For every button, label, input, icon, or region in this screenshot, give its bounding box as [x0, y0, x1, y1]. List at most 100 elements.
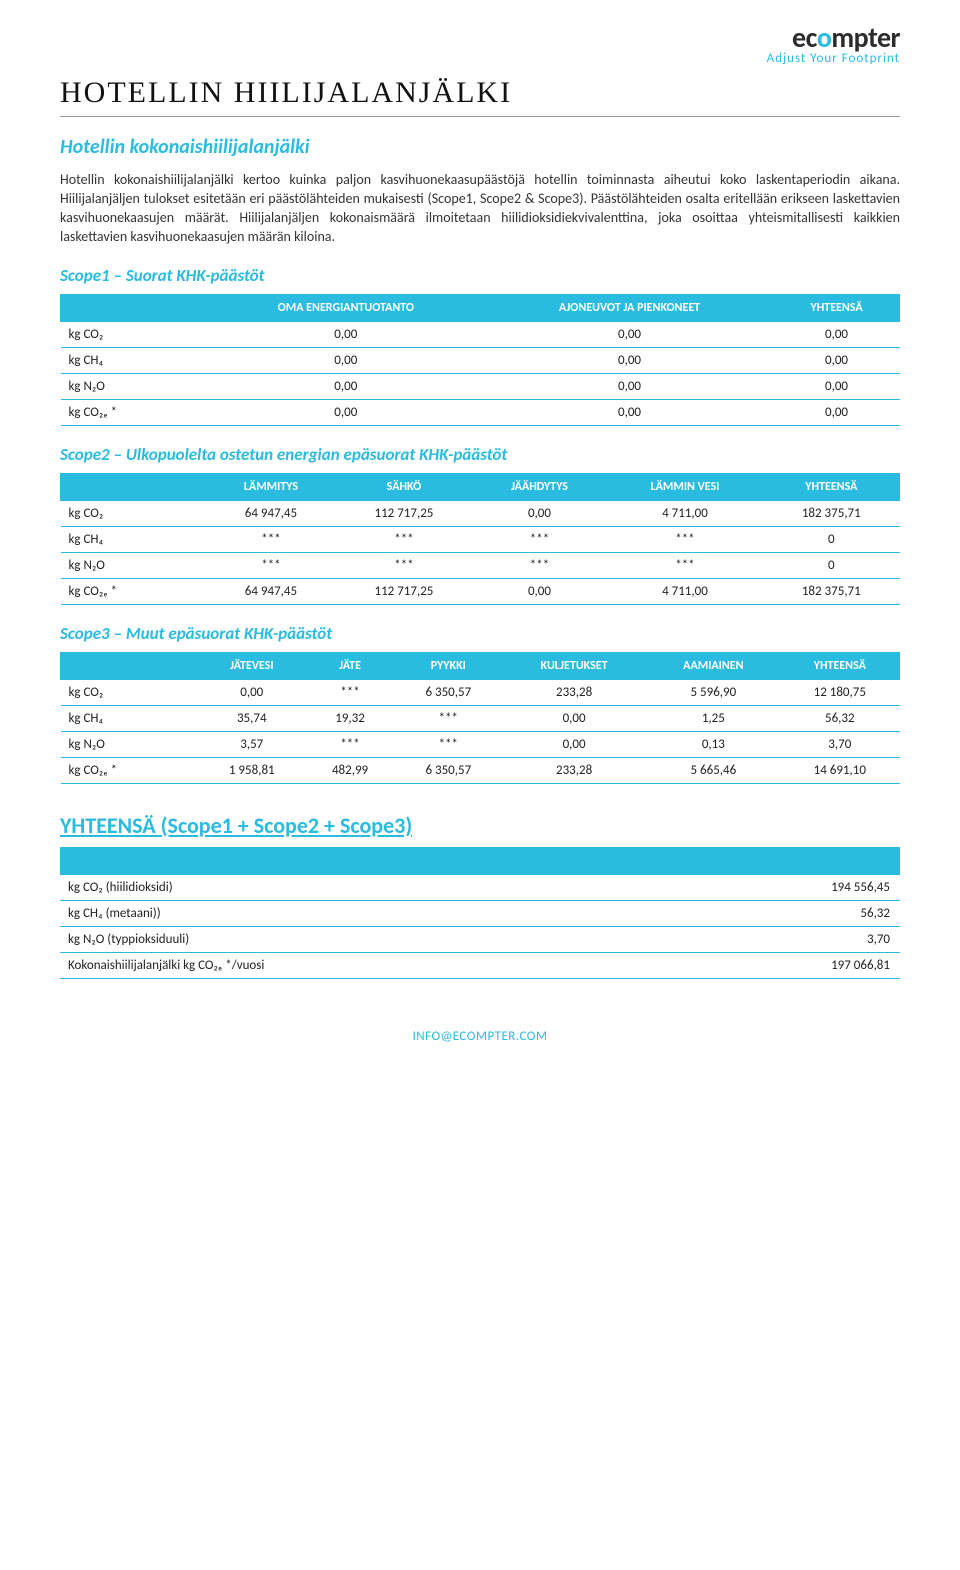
cell: 0,13: [647, 731, 781, 757]
row-label: kg CO₂ (hiilidioksidi): [60, 875, 677, 901]
cell: ***: [472, 526, 607, 552]
column-header: LÄMMITYS: [206, 473, 336, 500]
cell: 64 947,45: [206, 500, 336, 526]
table-row: kg N₂O (typpioksiduuli)3,70: [60, 926, 900, 952]
cell: 112 717,25: [336, 578, 472, 604]
row-label: kg CO₂ₑ *: [61, 399, 207, 425]
column-header: YHTEENSÄ: [780, 652, 899, 679]
totals-heading: YHTEENSÄ (Scope1 + Scope2 + Scope3): [60, 812, 900, 839]
row-label: kg CH₄ (metaani)): [60, 900, 677, 926]
page-title: HOTELLIN HIILIJALANJÄLKI: [60, 76, 900, 117]
column-header: [61, 294, 207, 321]
cell: ***: [206, 526, 336, 552]
scope1-heading: Scope1 – Suorat KHK-päästöt: [60, 265, 900, 286]
cell: 0,00: [485, 373, 773, 399]
cell: 19,32: [305, 705, 395, 731]
cell: 56,32: [780, 705, 899, 731]
cell: ***: [336, 552, 472, 578]
cell: 3,70: [780, 731, 899, 757]
column-header: SÄHKÖ: [336, 473, 472, 500]
column-header: JÄÄHDYTYS: [472, 473, 607, 500]
table-row: kg CH₄************0: [61, 526, 900, 552]
cell: 482,99: [305, 757, 395, 783]
cell: 0: [763, 526, 899, 552]
column-header: OMA ENERGIANTUOTANTO: [206, 294, 485, 321]
cell: 182 375,71: [763, 500, 899, 526]
table-row: kg CO₂ₑ *1 958,81482,996 350,57233,285 6…: [61, 757, 900, 783]
table-row: kg N₂O************0: [61, 552, 900, 578]
row-label: kg CO₂: [61, 500, 207, 526]
table-row: kg CH₄35,7419,32***0,001,2556,32: [61, 705, 900, 731]
row-value: 3,70: [677, 926, 900, 952]
cell: 4 711,00: [607, 500, 763, 526]
row-value: 197 066,81: [677, 952, 900, 978]
cell: 0,00: [206, 399, 485, 425]
cell: 0,00: [774, 373, 900, 399]
row-label: kg CH₄: [61, 705, 199, 731]
cell: 0,00: [199, 679, 305, 705]
scope1-table: OMA ENERGIANTUOTANTOAJONEUVOT JA PIENKON…: [60, 294, 900, 426]
row-label: kg N₂O (typpioksiduuli): [60, 926, 677, 952]
cell: 64 947,45: [206, 578, 336, 604]
table-row: kg CO₂0,000,000,00: [61, 321, 900, 347]
cell: 0,00: [206, 321, 485, 347]
cell: ***: [305, 679, 395, 705]
cell: 233,28: [502, 679, 647, 705]
table-row: kg CO₂ₑ *64 947,45112 717,250,004 711,00…: [61, 578, 900, 604]
cell: 0,00: [472, 500, 607, 526]
table-row: kg CH₄ (metaani))56,32: [60, 900, 900, 926]
cell: ***: [206, 552, 336, 578]
table-row: kg CO₂ (hiilidioksidi)194 556,45: [60, 875, 900, 901]
row-label: kg CO₂: [61, 321, 207, 347]
cell: 0,00: [206, 347, 485, 373]
cell: 6 350,57: [395, 679, 501, 705]
column-header: AJONEUVOT JA PIENKONEET: [485, 294, 773, 321]
column-header: KULJETUKSET: [502, 652, 647, 679]
cell: 0,00: [485, 347, 773, 373]
cell: 14 691,10: [780, 757, 899, 783]
cell: ***: [607, 552, 763, 578]
cell: 3,57: [199, 731, 305, 757]
row-label: kg CO₂: [61, 679, 199, 705]
logo-tagline: Adjust Your Footprint: [60, 51, 900, 66]
cell: 0,00: [485, 399, 773, 425]
column-header: LÄMMIN VESI: [607, 473, 763, 500]
column-header: [61, 473, 207, 500]
footer-email: INFO@ECOMPTER.COM: [60, 1029, 900, 1044]
column-header: YHTEENSÄ: [763, 473, 899, 500]
cell: 0,00: [485, 321, 773, 347]
column-header: YHTEENSÄ: [774, 294, 900, 321]
column-header: JÄTE: [305, 652, 395, 679]
cell: 0,00: [206, 373, 485, 399]
scope2-heading: Scope2 – Ulkopuolelta ostetun energian e…: [60, 444, 900, 465]
cell: 112 717,25: [336, 500, 472, 526]
row-label: kg CH₄: [61, 347, 207, 373]
column-header: AAMIAINEN: [647, 652, 781, 679]
cell: 182 375,71: [763, 578, 899, 604]
cell: ***: [472, 552, 607, 578]
cell: 0,00: [774, 399, 900, 425]
cell: ***: [336, 526, 472, 552]
column-header: [61, 652, 199, 679]
table-row: kg N₂O0,000,000,00: [61, 373, 900, 399]
logo-brand: ecompter: [60, 20, 900, 55]
cell: 1,25: [647, 705, 781, 731]
scope3-heading: Scope3 – Muut epäsuorat KHK-päästöt: [60, 623, 900, 644]
cell: 0,00: [502, 705, 647, 731]
totals-header-bar: [60, 847, 900, 875]
cell: 0,00: [774, 321, 900, 347]
column-header: PYYKKI: [395, 652, 501, 679]
logo: ecompter Adjust Your Footprint: [60, 20, 900, 66]
cell: 0,00: [502, 731, 647, 757]
cell: ***: [607, 526, 763, 552]
cell: 0,00: [774, 347, 900, 373]
table-row: kg CO₂64 947,45112 717,250,004 711,00182…: [61, 500, 900, 526]
scope3-table: JÄTEVESIJÄTEPYYKKIKULJETUKSETAAMIAINENYH…: [60, 652, 900, 784]
cell: 35,74: [199, 705, 305, 731]
cell: ***: [305, 731, 395, 757]
cell: 233,28: [502, 757, 647, 783]
row-value: 194 556,45: [677, 875, 900, 901]
scope2-table: LÄMMITYSSÄHKÖJÄÄHDYTYSLÄMMIN VESIYHTEENS…: [60, 473, 900, 605]
table-row: kg N₂O3,57******0,000,133,70: [61, 731, 900, 757]
table-row: kg CO₂ₑ *0,000,000,00: [61, 399, 900, 425]
